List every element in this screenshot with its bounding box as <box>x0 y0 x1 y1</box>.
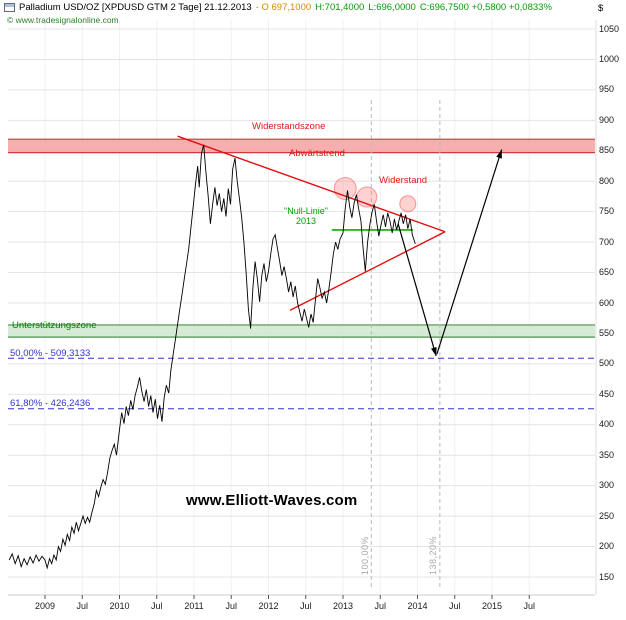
chart-window-icon <box>4 3 15 12</box>
arrowhead <box>496 149 502 159</box>
null-line-label: "Null-Linie" 2013 <box>278 206 334 226</box>
null-line-year: 2013 <box>295 216 317 226</box>
price-zone <box>8 324 595 338</box>
resistance-highlight-circle <box>399 195 417 213</box>
quote-close: C:696,7500 +0,5800 +0,0833% <box>419 2 552 13</box>
currency-axis-label: $ <box>598 3 604 14</box>
time-138-label: 138,20% <box>428 536 438 576</box>
elliott-waves-watermark: www.Elliott-Waves.com <box>186 492 358 509</box>
quote-open: - O 697,1000 <box>255 2 312 13</box>
resistance-label: Widerstand <box>379 175 428 186</box>
projection-arrow <box>436 149 503 355</box>
arrowhead <box>431 347 437 356</box>
price-zone <box>8 139 595 153</box>
null-line-label-text: "Null-Linie" <box>284 206 328 216</box>
quote-low: L:696,0000 <box>368 2 416 13</box>
fib-618-label: 61,80% - 426,2436 <box>10 398 91 409</box>
price-line <box>8 144 416 570</box>
support-zone-label: Unterstützungszone <box>12 320 97 331</box>
downtrend-label: Abwärtstrend <box>289 148 345 159</box>
projection-arrow <box>397 223 437 357</box>
chart-title: Palladium USD/OZ [XPDUSD GTM 2 Tage] 21.… <box>19 2 252 13</box>
chart-header: Palladium USD/OZ [XPDUSD GTM 2 Tage] 21.… <box>4 2 552 13</box>
time-100-label: 100,00% <box>360 536 370 576</box>
resistance-zone-label: Widerstandszone <box>252 121 326 132</box>
tradesignal-copyright: © www.tradesignalonline.com <box>7 15 119 25</box>
quote-high: H:701,4000 <box>315 2 365 13</box>
fib-50-label: 50,00% - 509,3133 <box>10 348 91 359</box>
